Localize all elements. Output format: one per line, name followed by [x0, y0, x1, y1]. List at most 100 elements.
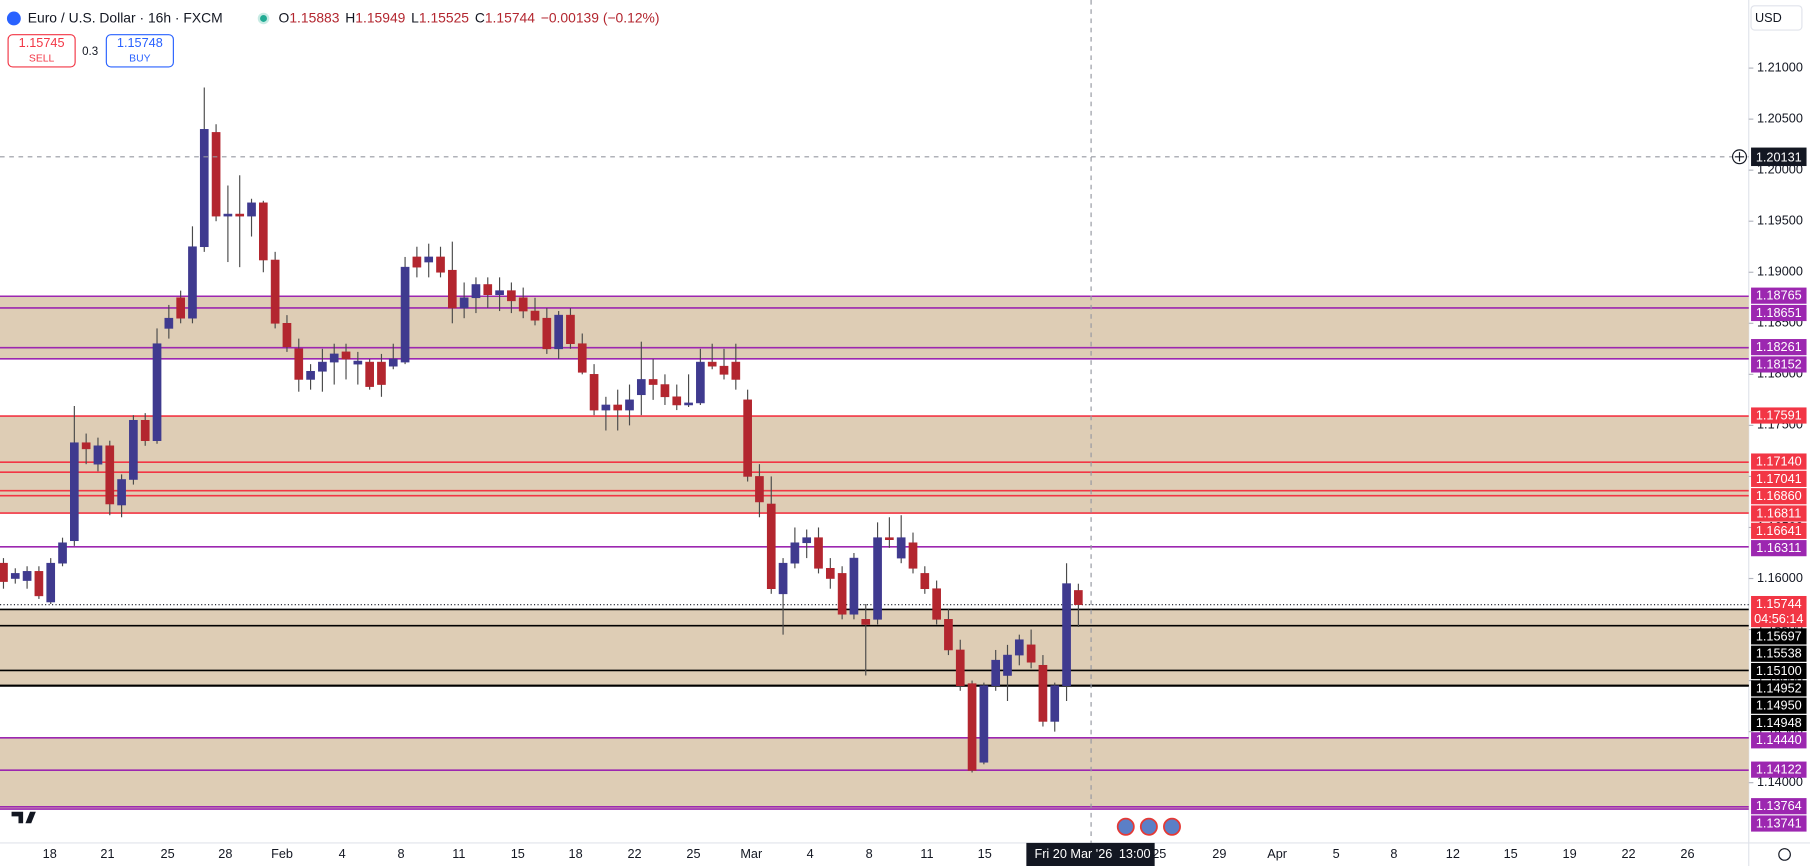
candle-body	[424, 256, 434, 263]
x-tick-label: 22	[1621, 847, 1635, 861]
ohlc-header: O1.15883 H1.15949 L1.15525 C1.15744 −0.00139…	[279, 9, 660, 25]
zone	[0, 296, 1749, 359]
x-tick-label: 8	[1390, 847, 1397, 861]
x-tick-label: 18	[43, 847, 57, 861]
x-tick-label: Apr	[1267, 847, 1288, 861]
levels	[0, 295, 1749, 810]
x-tick-label: 5	[1333, 847, 1340, 861]
candle-body	[1038, 664, 1048, 722]
candle-body	[1062, 583, 1071, 686]
level-label-box	[1751, 732, 1807, 749]
level-label-box	[1751, 697, 1807, 714]
level-label-box	[1751, 505, 1807, 522]
candle-body	[719, 365, 729, 375]
candle-body	[908, 542, 918, 569]
level-label: 1.18765	[1756, 289, 1802, 303]
buy-label: BUY	[129, 54, 150, 65]
x-tick-label: 15	[1504, 847, 1518, 861]
level-label: 1.13764	[1756, 799, 1802, 813]
event-icon[interactable]	[1116, 817, 1135, 836]
x-tick-label: 8	[398, 847, 405, 861]
currency-button[interactable]	[1750, 5, 1803, 31]
candle-body	[164, 317, 174, 329]
candle-body	[306, 370, 315, 380]
x-tick-label: 28	[218, 847, 232, 861]
candle-body	[282, 323, 292, 348]
candle-body	[188, 246, 197, 319]
candle-body	[955, 649, 965, 686]
add-alert-plus	[1734, 152, 1745, 162]
candle-body	[436, 256, 445, 273]
candle-body	[896, 537, 906, 559]
candle-body	[10, 573, 20, 579]
candle-body	[790, 542, 800, 564]
ohlc-key: C	[475, 9, 485, 25]
candle-body	[199, 129, 209, 248]
level-label: 1.15538	[1756, 647, 1802, 661]
zones	[0, 296, 1749, 810]
candle-body	[329, 353, 339, 363]
candle-body	[1074, 590, 1083, 605]
candle-body	[518, 297, 528, 312]
candle-body	[365, 361, 374, 387]
candle-body	[755, 476, 764, 503]
candle-body	[353, 360, 363, 365]
level-label-box	[1751, 356, 1807, 373]
ohlc-value: 1.15744	[485, 9, 535, 25]
candle-body	[566, 314, 575, 345]
candle-body	[447, 269, 457, 309]
level-label-box	[1751, 680, 1807, 697]
candle-body	[648, 379, 658, 385]
level-label-box	[1751, 628, 1807, 645]
candle-body	[920, 573, 930, 590]
x-tick-label: 25	[161, 847, 175, 861]
symbol-title: Euro / U.S. Dollar · 16h · FXCM	[28, 9, 223, 25]
candle-body	[944, 619, 953, 651]
candle-body	[318, 361, 327, 372]
candle-body	[46, 562, 56, 603]
buy-button[interactable]	[105, 34, 174, 68]
ohlc-key: L	[411, 9, 419, 25]
y-tick-label: 1.19000	[1757, 265, 1803, 279]
candle-body	[507, 290, 516, 302]
ui: Euro / U.S. Dollar · 16h · FXCM O1.15883 H…	[6, 5, 1803, 861]
x-tick-label: 18	[569, 847, 583, 861]
candle-body	[459, 297, 469, 309]
candle-body	[294, 348, 304, 380]
candle-body	[873, 537, 882, 620]
candle-body	[530, 310, 540, 321]
level-label-box	[1751, 645, 1807, 662]
candle-body	[731, 361, 741, 380]
candle-body	[613, 404, 623, 411]
candle-body	[885, 537, 894, 541]
candle-body	[660, 384, 670, 398]
event-icon[interactable]	[1139, 817, 1158, 836]
x-tick-label: 26	[1680, 847, 1694, 861]
countdown-label: 04:56:14	[1754, 612, 1803, 626]
axes: 1.210001.205001.200001.195001.190001.185…	[43, 60, 1807, 866]
sell-button[interactable]	[7, 34, 76, 68]
settings-button[interactable]	[1778, 848, 1791, 861]
level-label: 1.14440	[1756, 733, 1802, 747]
y-tick-label: 1.20500	[1757, 111, 1803, 125]
candle-body	[766, 503, 776, 590]
level-label-box	[1751, 470, 1807, 487]
crosshair-price: 1.20131	[1756, 150, 1802, 164]
candle-body	[471, 284, 481, 299]
candle-body	[802, 537, 812, 544]
level-label-box	[1751, 815, 1807, 832]
symbol-icon	[6, 11, 21, 26]
x-tick-label: 8	[866, 847, 873, 861]
candle-body	[152, 343, 162, 441]
y-tick-label: 1.19500	[1757, 214, 1803, 228]
level-label: 1.16860	[1756, 489, 1802, 503]
candle-body	[211, 132, 221, 217]
level-label: 1.15697	[1756, 629, 1802, 643]
candle-body	[22, 571, 32, 581]
candle-body	[58, 542, 67, 564]
level-label: 1.16811	[1756, 506, 1801, 520]
event-icon[interactable]	[1163, 817, 1181, 836]
level-label: 1.14950	[1756, 699, 1802, 713]
